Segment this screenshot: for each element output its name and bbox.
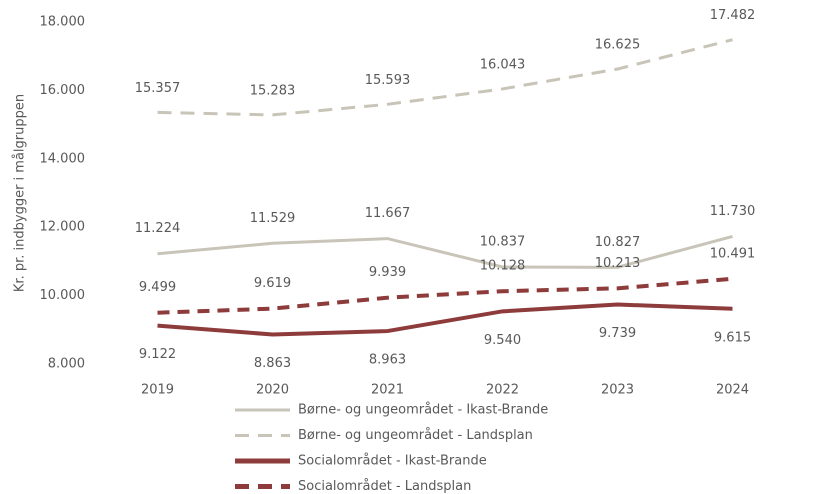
y-tick-label: 16.000 <box>40 83 86 98</box>
data-label: 11.667 <box>365 206 411 221</box>
x-tick-label: 2019 <box>141 383 174 398</box>
y-tick-label: 18.000 <box>40 15 86 30</box>
x-tick-label: 2024 <box>716 383 749 398</box>
x-tick-label: 2021 <box>371 383 404 398</box>
data-label: 11.730 <box>710 204 756 219</box>
series-line <box>157 302 733 337</box>
legend-label: Socialområdet - Ikast-Brande <box>298 454 487 469</box>
data-label: 11.529 <box>250 211 296 226</box>
data-label: 16.625 <box>595 38 641 53</box>
data-label: 9.122 <box>139 347 176 362</box>
data-label: 15.357 <box>135 81 181 96</box>
y-tick-label: 12.000 <box>40 220 86 235</box>
y-tick-label: 8.000 <box>48 357 85 372</box>
legend-label: Socialområdet - Landsplan <box>298 479 471 494</box>
data-label: 15.593 <box>365 73 411 88</box>
data-label: 11.224 <box>135 221 181 236</box>
data-label: 10.213 <box>595 256 641 271</box>
data-label: 9.619 <box>254 276 291 291</box>
series-line <box>157 276 733 315</box>
y-tick-label: 14.000 <box>40 151 86 166</box>
y-axis-label: Kr. pr. indbygger i målgruppen <box>13 94 28 292</box>
x-tick-label: 2020 <box>256 383 289 398</box>
data-label: 9.739 <box>599 326 636 341</box>
series-line <box>157 38 733 117</box>
data-label: 9.499 <box>139 280 176 295</box>
data-label: 10.827 <box>595 235 641 250</box>
data-label: 10.128 <box>480 259 526 274</box>
data-label: 9.939 <box>369 265 406 280</box>
data-label: 10.491 <box>710 246 756 261</box>
legend-label: Børne- og ungeområdet - Ikast-Brande <box>298 403 548 418</box>
data-label: 10.837 <box>480 234 526 249</box>
series-line <box>157 234 733 269</box>
data-label: 15.283 <box>250 83 296 98</box>
data-label: 9.615 <box>714 330 751 345</box>
data-label: 8.863 <box>254 356 291 371</box>
y-tick-label: 10.000 <box>40 288 86 303</box>
data-label: 9.540 <box>484 333 521 348</box>
x-tick-label: 2022 <box>486 383 519 398</box>
legend-label: Børne- og ungeområdet - Landsplan <box>298 428 533 443</box>
x-tick-label: 2023 <box>601 383 634 398</box>
data-label: 8.963 <box>369 353 406 368</box>
data-label: 16.043 <box>480 57 526 72</box>
data-label: 17.482 <box>710 8 756 23</box>
